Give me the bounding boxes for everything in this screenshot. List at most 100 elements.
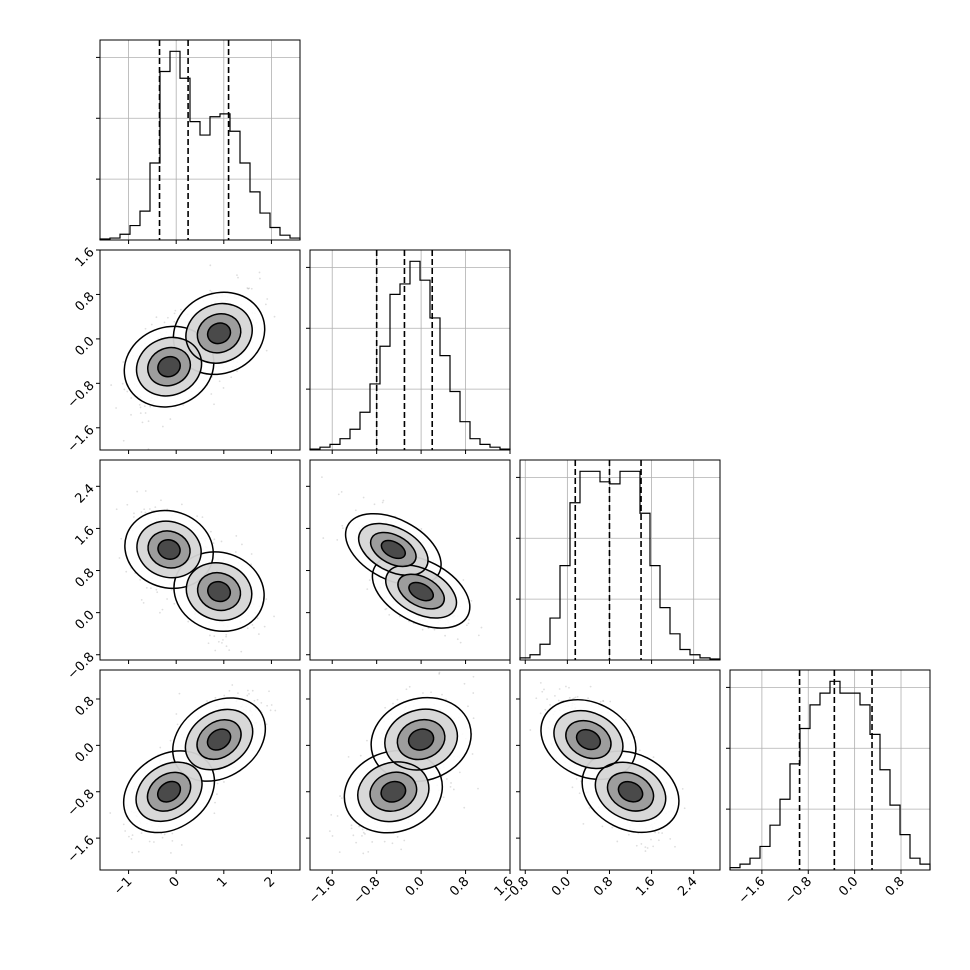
scatter-point: [133, 512, 135, 515]
scatter-point: [145, 586, 148, 589]
contour-line-1: [385, 564, 458, 619]
contour-fill-3: [157, 781, 181, 802]
x-tick-label: 0.0: [403, 874, 428, 899]
scatter-point: [207, 642, 210, 645]
y-tick-label: 2.4: [72, 481, 97, 506]
histogram-step-2: [519, 470, 721, 660]
scatter-point: [541, 690, 544, 693]
x-tick-label: −1: [111, 874, 135, 898]
scatter-point: [445, 698, 447, 701]
scatter-point: [445, 778, 448, 780]
scatter-point: [141, 421, 144, 424]
scatter-point: [627, 833, 630, 836]
scatter-point: [258, 271, 261, 274]
scatter-point: [256, 698, 259, 701]
scatter-point: [661, 832, 664, 834]
scatter-point: [341, 524, 344, 527]
scatter-point: [208, 634, 211, 637]
scatter-point: [396, 836, 399, 838]
contour-line-2: [196, 571, 242, 612]
scatter-point: [169, 739, 172, 742]
contour-line-3: [575, 728, 602, 751]
scatter-point: [109, 812, 112, 814]
scatter-point: [456, 638, 459, 641]
scatter-point: [364, 833, 366, 835]
scatter-point: [159, 746, 162, 749]
scatter-point: [180, 844, 183, 846]
contour-line-2: [606, 771, 655, 812]
scatter-point: [273, 315, 276, 318]
x-tick-label: 1.6: [633, 874, 658, 899]
scatter-point: [150, 587, 152, 590]
scatter-point: [247, 287, 250, 290]
scatter-point: [231, 684, 234, 686]
contour-line-0: [581, 750, 680, 834]
scatter-point: [161, 608, 164, 611]
scatter-point: [139, 578, 142, 581]
contour-line-2: [397, 573, 445, 610]
scatter-point: [136, 490, 139, 493]
scatter-point: [573, 697, 576, 700]
scatter-point: [472, 675, 475, 678]
contour-line-1: [384, 708, 459, 771]
scatter-point: [266, 704, 269, 707]
scatter-point: [131, 851, 134, 854]
scatter-point: [420, 528, 423, 530]
scatter-point: [273, 615, 275, 618]
y-tick-label: −0.8: [65, 378, 98, 411]
scatter-point: [624, 718, 627, 721]
scatter-point: [674, 845, 676, 848]
panel-frame: [99, 39, 301, 241]
scatter-point: [217, 640, 220, 643]
scatter-point: [210, 393, 213, 395]
y-tick-label: −1.6: [65, 833, 98, 866]
scatter-point: [392, 702, 394, 705]
scatter-point: [235, 535, 238, 537]
contour-line-3: [617, 780, 644, 803]
scatter-point: [187, 620, 190, 623]
scatter-point: [216, 782, 219, 785]
scatter-point: [652, 845, 655, 848]
scatter-point: [422, 692, 424, 694]
scatter-point: [657, 839, 660, 842]
scatter-point: [338, 851, 341, 854]
scatter-point: [438, 671, 441, 674]
contour-line-3: [407, 728, 435, 751]
scatter-point: [449, 785, 452, 788]
scatter-point: [669, 838, 672, 840]
contour-fill-3: [207, 581, 231, 602]
scatter-point: [396, 698, 399, 701]
scatter-point: [214, 696, 217, 699]
y-tick-label: −1.6: [65, 423, 98, 456]
scatter-point: [213, 635, 216, 638]
scatter-point: [362, 831, 365, 834]
scatter-point: [213, 538, 216, 541]
scatter-point: [142, 601, 145, 604]
x-tick-label: 0.8: [447, 874, 472, 899]
scatter-point: [408, 620, 411, 623]
scatter-point: [225, 633, 228, 636]
scatter-point: [253, 626, 255, 629]
x-tick-label: 0.8: [883, 874, 908, 899]
y-tick-label: 0.8: [72, 289, 97, 314]
scatter-point: [156, 591, 159, 594]
scatter-point: [126, 503, 129, 506]
contour-fill-3: [618, 781, 643, 802]
scatter-point: [149, 405, 152, 408]
panel-frame: [729, 669, 931, 871]
contour-line-2: [396, 718, 446, 761]
histogram-step-0: [99, 50, 301, 240]
scatter-point: [265, 349, 268, 352]
scatter-point: [253, 699, 256, 702]
scatter-point: [366, 588, 369, 590]
contour-line-1: [357, 761, 430, 823]
contour-fill-3: [157, 356, 181, 377]
scatter-point: [225, 635, 228, 638]
scatter-point: [575, 777, 578, 780]
scatter-point: [201, 516, 204, 518]
y-tick-label: 1.6: [72, 523, 97, 548]
scatter-point: [248, 693, 250, 695]
scatter-point: [144, 327, 147, 330]
scatter-point: [144, 412, 147, 414]
scatter-point: [247, 689, 249, 692]
